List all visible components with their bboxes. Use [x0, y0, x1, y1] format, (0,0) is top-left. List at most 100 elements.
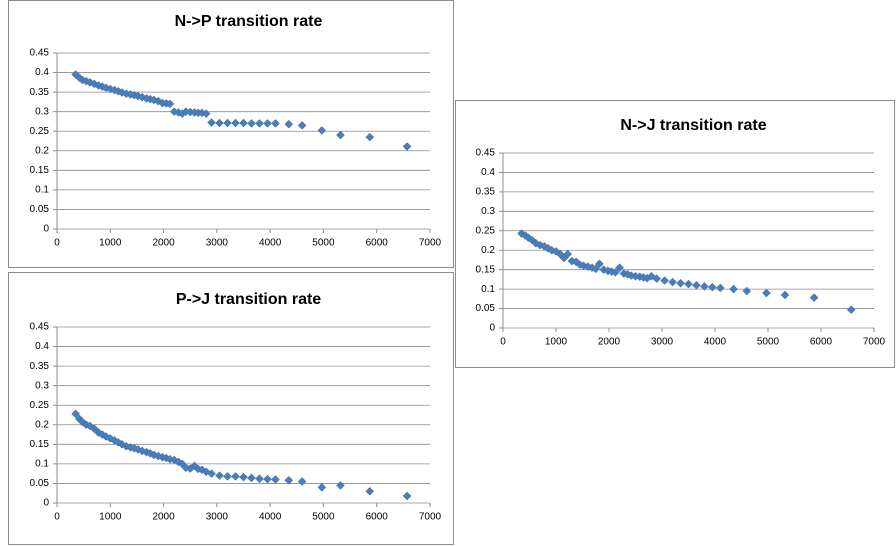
x-tick-label: 1000 — [99, 512, 122, 523]
point — [742, 286, 752, 296]
y-tick-label: 0.3 — [35, 380, 49, 391]
chart: N->J transition rate 0 0.05 0.1 0.15 0.2 0.25 0… — [455, 100, 895, 368]
y-tick-label: 0.25 — [30, 126, 50, 137]
point — [846, 305, 856, 315]
y-tick-label: 0 — [489, 323, 495, 334]
x-tick-label: 0 — [500, 337, 506, 348]
y-tick-label: 0.2 — [35, 145, 49, 156]
chart-title: P->J transition rate — [176, 291, 321, 308]
chart: P->J transition rate 0 0.05 0.1 0.15 0.2 0.25 0… — [8, 272, 454, 545]
y-tick-label: 0.05 — [30, 478, 50, 489]
x-tick-label: 7000 — [863, 337, 886, 348]
point — [563, 249, 573, 259]
x-tick-label: 0 — [54, 512, 60, 523]
x-tick-label: 1000 — [99, 238, 122, 249]
y-tick-label: 0.15 — [30, 165, 50, 176]
point — [676, 278, 685, 288]
point — [247, 473, 256, 483]
point — [551, 247, 561, 256]
y-tick-label: 0.15 — [30, 439, 50, 450]
x-tick-label: 2000 — [598, 337, 621, 348]
point — [71, 409, 81, 419]
y-tick-label: 0.4 — [481, 167, 495, 178]
y-tick-label: 0 — [43, 224, 49, 235]
x-tick-label: 5000 — [312, 512, 335, 523]
point — [762, 288, 771, 298]
x-tick-label: 6000 — [810, 337, 833, 348]
point — [571, 257, 581, 267]
chart-frame — [8, 272, 454, 545]
point — [169, 455, 179, 465]
point — [284, 475, 294, 485]
point — [223, 118, 232, 128]
point — [215, 118, 224, 128]
y-tick-label: 0.35 — [30, 87, 50, 98]
point — [707, 282, 717, 292]
point — [117, 439, 127, 449]
point — [101, 432, 111, 441]
y-tick-label: 0.3 — [481, 206, 495, 217]
x-tick-label: 6000 — [366, 512, 389, 523]
x-tick-label: 4000 — [259, 512, 282, 523]
x-tick-label: 7000 — [419, 512, 442, 523]
x-tick-label: 5000 — [312, 238, 335, 249]
point — [336, 130, 345, 140]
y-tick-label: 0.3 — [35, 106, 49, 117]
y-tick-label: 0.35 — [476, 187, 496, 198]
point — [165, 99, 175, 109]
x-tick-label: 2000 — [152, 238, 175, 249]
point — [231, 472, 240, 481]
point — [402, 142, 412, 151]
x-tick-label: 0 — [54, 238, 60, 249]
point — [201, 109, 211, 118]
point — [197, 465, 207, 475]
x-tick-label: 3000 — [651, 337, 674, 348]
point — [297, 477, 307, 486]
point — [809, 293, 819, 303]
y-tick-label: 0.45 — [30, 48, 50, 59]
point — [700, 282, 709, 291]
point — [615, 263, 624, 273]
chart-title: N->J transition rate — [620, 117, 766, 134]
y-tick-label: 0.1 — [35, 185, 49, 196]
point — [231, 118, 240, 128]
point — [591, 264, 601, 274]
y-tick-label: 0.2 — [481, 245, 495, 256]
point — [284, 119, 294, 129]
point — [729, 284, 738, 294]
x-tick-label: 6000 — [366, 238, 389, 249]
point — [297, 121, 307, 130]
x-tick-label: 7000 — [419, 238, 442, 249]
chart-frame — [8, 0, 454, 268]
y-tick-label: 0.45 — [476, 148, 496, 159]
chart-title: N->P transition rate — [175, 13, 323, 30]
point — [684, 279, 693, 289]
y-tick-label: 0 — [43, 498, 49, 509]
y-tick-label: 0.1 — [481, 284, 495, 295]
y-tick-label: 0.15 — [476, 264, 496, 275]
point — [692, 280, 701, 290]
point — [263, 119, 272, 128]
y-tick-label: 0.4 — [35, 341, 49, 352]
x-tick-label: 1000 — [545, 337, 568, 348]
x-tick-label: 4000 — [259, 238, 282, 249]
point — [105, 434, 115, 443]
x-tick-label: 3000 — [206, 238, 229, 249]
point — [647, 271, 656, 281]
point — [247, 119, 256, 128]
y-tick-label: 0.25 — [30, 400, 50, 411]
point — [89, 79, 99, 89]
y-tick-label: 0.4 — [35, 67, 49, 78]
y-tick-label: 0.45 — [30, 322, 50, 333]
point — [365, 486, 375, 496]
point — [668, 277, 677, 287]
y-tick-label: 0.05 — [476, 303, 496, 314]
point — [239, 472, 248, 482]
x-tick-label: 3000 — [206, 512, 229, 523]
point — [660, 276, 670, 285]
point — [524, 233, 533, 243]
point — [365, 132, 375, 142]
point — [271, 475, 280, 484]
y-tick-label: 0.1 — [35, 459, 49, 470]
